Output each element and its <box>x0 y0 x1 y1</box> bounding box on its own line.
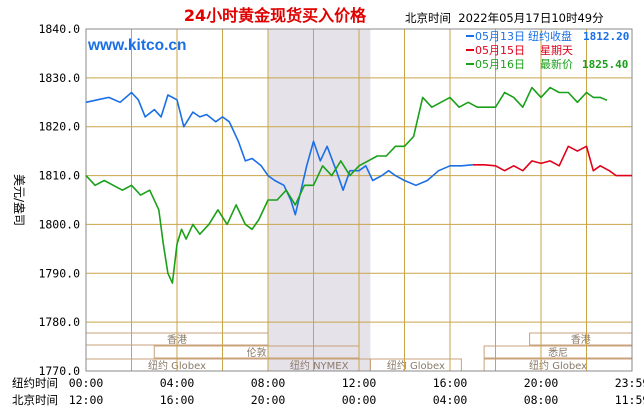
y-tick-label-4: 1800.0 <box>38 217 80 231</box>
legend-value-0: 1812.20 <box>583 30 629 43</box>
bj-tick-label-0: 12:00 <box>69 393 104 407</box>
bj-tick-label-4: 04:00 <box>433 393 468 407</box>
legend-date-1: 05月15日 <box>475 44 525 57</box>
bj-tick-label-3: 00:00 <box>342 393 377 407</box>
series-line-0 <box>85 91 473 216</box>
y-axis-label: 美元/盎司 <box>12 174 26 226</box>
legend: 05月13日 纽约收盘 1812.20 05月15日 星期天 05月16日 最新… <box>466 29 629 71</box>
grid <box>85 28 633 372</box>
ny-tick-label-2: 08:00 <box>251 376 286 390</box>
bj-time-label: 北京时间 <box>12 393 58 407</box>
legend-date-2: 05月16日 <box>475 58 525 71</box>
legend-date-0: 05月13日 <box>475 30 525 43</box>
legend-value-2: 1825.40 <box>582 58 628 71</box>
y-tick-label-0: 1840.0 <box>38 22 80 36</box>
legend-label-2: 最新价 <box>540 57 573 71</box>
ny-time-label: 纽约时间 <box>12 376 58 390</box>
y-tick-label-5: 1790.0 <box>38 266 80 280</box>
y-tick-label-1: 1830.0 <box>38 71 80 85</box>
ny-tick-label-0: 00:00 <box>69 376 104 390</box>
ny-tick-label-3: 12:00 <box>342 376 377 390</box>
nymex-shade <box>268 29 371 371</box>
session-label-6: 悉尼 <box>548 347 568 359</box>
timestamp: 北京时间 2022年05月17日10时49分 <box>405 11 604 25</box>
series-line-1 <box>472 145 632 177</box>
bj-tick-label-1: 16:00 <box>160 393 195 407</box>
y-tick-label-2: 1820.0 <box>38 120 80 134</box>
series-line-2 <box>85 86 608 284</box>
y-tick-label-6: 1780.0 <box>38 315 80 329</box>
ny-tick-label-4: 16:00 <box>433 376 468 390</box>
session-label-1: 伦敦 <box>247 346 267 359</box>
axes: 1840.0 1830.0 1820.0 1810.0 1800.0 1790.0 1780… <box>38 22 644 407</box>
bj-tick-label-5: 08:00 <box>524 393 559 407</box>
session-label-3: 纽约 NYMEX <box>290 359 349 372</box>
session-label-5: 香港 <box>571 334 591 346</box>
session-label-4: 纽约 Globex <box>387 359 445 372</box>
y-tick-label-3: 1810.0 <box>38 169 80 183</box>
bj-tick-label-2: 20:00 <box>251 393 286 407</box>
ny-tick-label-5: 20:00 <box>524 376 559 390</box>
legend-label-1: 星期天 <box>540 44 573 57</box>
legend-label-0: 纽约收盘 <box>528 29 572 43</box>
plot-border <box>85 28 633 372</box>
y-tick-label-7: 1770.0 <box>38 364 80 378</box>
ny-tick-label-1: 04:00 <box>160 376 195 390</box>
bj-tick-label-6: 11:59 <box>615 393 644 407</box>
ny-tick-label-6: 23:59 <box>615 376 644 390</box>
session-label-7: 纽约 Globex <box>529 359 587 372</box>
series-lines <box>85 86 632 284</box>
watermark: www.kitco.cn <box>87 37 186 54</box>
chart-title: 24小时黄金现货买入价格 <box>184 6 367 25</box>
